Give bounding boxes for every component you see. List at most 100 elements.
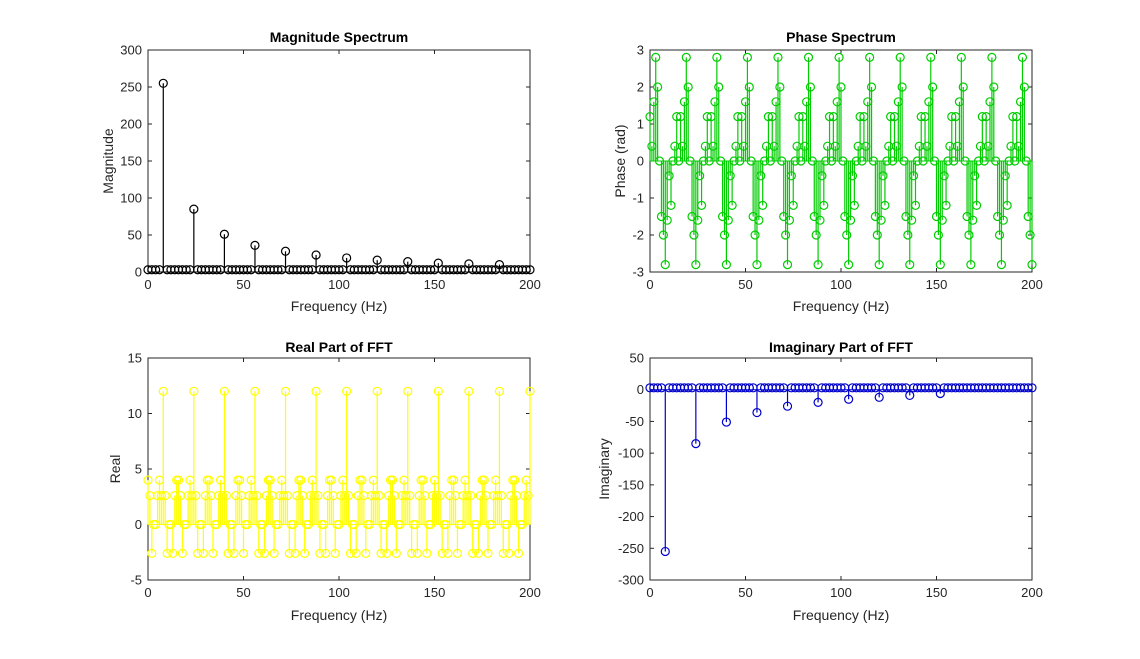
magnitude-ylabel: Magnitude xyxy=(100,128,116,194)
stem-marker xyxy=(147,548,157,558)
stem-marker xyxy=(781,230,791,240)
stem-marker xyxy=(1025,230,1035,240)
stem-marker xyxy=(989,82,999,92)
stem-marker xyxy=(433,386,443,396)
stem-marker xyxy=(941,200,951,210)
stem-marker xyxy=(658,230,668,240)
stem-marker xyxy=(819,200,829,210)
y-tick-label: 200 xyxy=(120,117,142,132)
stem-marker xyxy=(660,546,670,557)
x-tick-label: 100 xyxy=(830,277,852,292)
stem-marker xyxy=(223,548,233,558)
stem-marker xyxy=(758,200,768,210)
x-tick-label: 50 xyxy=(236,585,250,600)
stem-marker xyxy=(968,215,978,225)
stem-marker xyxy=(473,548,484,558)
stem-marker xyxy=(691,439,701,449)
stem-marker xyxy=(845,215,856,225)
x-tick-label: 150 xyxy=(424,585,446,600)
stem-marker xyxy=(406,548,417,558)
stem-marker xyxy=(313,491,323,501)
stem-marker xyxy=(342,253,352,263)
stem-marker xyxy=(813,260,823,270)
stem-marker xyxy=(651,52,661,63)
stem-marker xyxy=(815,215,825,225)
stem-marker xyxy=(994,230,1005,240)
y-tick-label: 15 xyxy=(128,351,142,366)
x-tick-label: 100 xyxy=(328,277,350,292)
stem-marker xyxy=(996,260,1007,270)
stem-marker xyxy=(168,548,178,558)
stem-marker xyxy=(466,491,476,501)
stem-marker xyxy=(193,548,203,558)
stem-marker xyxy=(933,230,944,240)
stem-marker xyxy=(972,200,982,210)
stem-marker xyxy=(865,52,875,63)
stem-marker xyxy=(219,386,229,396)
stem-marker xyxy=(326,475,336,485)
stem-marker xyxy=(229,548,239,558)
stem-marker xyxy=(282,491,293,501)
stem-marker xyxy=(935,388,945,399)
stem-marker xyxy=(847,171,858,181)
stem-marker xyxy=(513,548,524,558)
stem-marker xyxy=(177,548,187,558)
stem-marker xyxy=(998,215,1008,225)
stem-marker xyxy=(681,52,691,63)
magnitude-xlabel: Frequency (Hz) xyxy=(291,298,387,314)
stem-marker xyxy=(391,548,401,558)
stem-marker xyxy=(693,215,703,225)
stem-marker xyxy=(443,548,453,558)
stem-marker xyxy=(221,491,231,501)
plot-area xyxy=(147,49,531,273)
stem-marker xyxy=(754,215,764,225)
stem-marker xyxy=(160,491,170,501)
stem-marker xyxy=(903,230,913,240)
stem-marker xyxy=(422,548,432,558)
x-tick-label: 200 xyxy=(519,277,541,292)
phase-spectrum-axes: Phase Spectrum Frequency (Hz) Phase (rad… xyxy=(612,29,1043,314)
stem-marker xyxy=(910,200,921,210)
stem-marker xyxy=(300,548,310,558)
stem-marker xyxy=(908,171,919,181)
stem-marker xyxy=(939,171,949,181)
stem-marker xyxy=(817,171,827,181)
stem-marker xyxy=(280,246,291,256)
stem-marker xyxy=(219,229,229,239)
y-tick-label: -2 xyxy=(632,228,644,243)
imaginary-ylabel: Imaginary xyxy=(596,438,612,499)
stem-marker xyxy=(405,491,415,501)
stem-marker xyxy=(966,260,976,270)
phase-ylabel: Phase (rad) xyxy=(612,124,628,197)
y-tick-label: 300 xyxy=(120,43,142,58)
stem-marker xyxy=(357,475,367,485)
stem-marker xyxy=(1000,171,1010,181)
stem-marker xyxy=(208,548,218,558)
stem-marker xyxy=(782,401,793,411)
real-part-axes: Real Part of FFT Frequency (Hz) Real 0 50… xyxy=(107,339,541,623)
stem-marker xyxy=(723,215,733,225)
y-tick-label: 150 xyxy=(120,154,142,169)
stem-marker xyxy=(510,475,520,485)
stem-series xyxy=(645,52,1037,270)
stem-marker xyxy=(376,548,386,558)
magnitude-spectrum-axes: Magnitude Spectrum Frequency (Hz) Magnit… xyxy=(100,29,541,314)
stem-marker xyxy=(874,260,884,270)
magnitude-spectrum-title: Magnitude Spectrum xyxy=(270,29,408,45)
stem-marker xyxy=(1027,383,1037,393)
stem-marker xyxy=(173,475,184,485)
stem-marker xyxy=(782,260,793,270)
stem-marker xyxy=(956,52,966,63)
stem-marker xyxy=(250,386,260,396)
stem-marker xyxy=(280,386,291,396)
x-tick-label: 150 xyxy=(926,277,948,292)
stem-marker xyxy=(880,200,890,210)
imaginary-xlabel: Frequency (Hz) xyxy=(793,607,889,623)
stem-marker xyxy=(311,386,321,396)
stem-marker xyxy=(372,386,382,396)
x-tick-label: 200 xyxy=(1021,585,1043,600)
y-tick-label: 50 xyxy=(630,351,644,366)
stem-marker xyxy=(849,200,859,210)
stem-marker xyxy=(926,52,936,63)
stem-marker xyxy=(744,82,754,92)
